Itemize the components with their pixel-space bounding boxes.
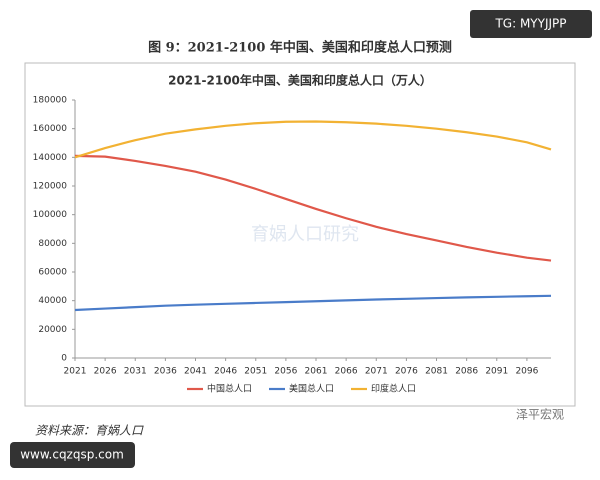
x-tick-label: 2076 xyxy=(395,367,418,377)
x-tick-label: 2091 xyxy=(485,367,508,377)
center-watermark: 育娲人口研究 xyxy=(251,224,359,245)
y-tick-label: 0 xyxy=(61,354,67,364)
x-tick-label: 2031 xyxy=(124,367,147,377)
y-tick-label: 160000 xyxy=(33,124,68,134)
y-tick-label: 180000 xyxy=(33,96,68,106)
series-line xyxy=(74,294,552,312)
y-tick-label: 120000 xyxy=(33,182,68,192)
source: 资料来源：育娲人口 xyxy=(35,424,144,438)
x-tick-label: 2026 xyxy=(94,367,117,377)
figure-title: 图 9：2021-2100 年中国、美国和印度总人口预测 xyxy=(148,40,452,56)
x-tick-label: 2046 xyxy=(214,367,237,377)
y-tick-label: 80000 xyxy=(38,239,67,249)
y-tick-label: 140000 xyxy=(33,153,68,163)
chart-title: 2021-2100年中国、美国和印度总人口（万人） xyxy=(168,73,432,88)
legend-label: 中国总人口 xyxy=(207,383,252,395)
y-tick-label: 100000 xyxy=(33,210,68,220)
legend-label: 印度总人口 xyxy=(371,383,416,395)
chart-frame xyxy=(24,62,576,407)
x-tick-label: 2036 xyxy=(154,367,177,377)
x-tick-label: 2071 xyxy=(365,367,388,377)
y-tick-label: 60000 xyxy=(38,268,67,278)
y-tick-label: 20000 xyxy=(38,325,67,335)
x-tick-label: 2081 xyxy=(425,367,448,377)
x-tick-label: 2056 xyxy=(274,367,297,377)
x-tick-label: 2096 xyxy=(515,367,538,377)
series-line xyxy=(74,154,552,262)
legend-label: 美国总人口 xyxy=(289,383,334,395)
x-tick-label: 2086 xyxy=(455,367,478,377)
account-watermark: 泽平宏观 xyxy=(516,407,564,422)
series-line xyxy=(74,120,552,159)
x-tick-label: 2066 xyxy=(335,367,358,377)
x-tick-label: 2021 xyxy=(64,367,87,377)
x-tick-label: 2041 xyxy=(184,367,207,377)
bottom-badge-text: www.cqzqsp.com xyxy=(20,448,124,462)
x-tick-label: 2061 xyxy=(305,367,328,377)
top-badge xyxy=(470,10,592,38)
bottom-badge xyxy=(10,442,135,468)
x-tick-label: 2051 xyxy=(244,367,267,377)
top-badge-text: TG: MYYJJPP xyxy=(494,17,566,31)
y-tick-label: 40000 xyxy=(38,296,67,306)
